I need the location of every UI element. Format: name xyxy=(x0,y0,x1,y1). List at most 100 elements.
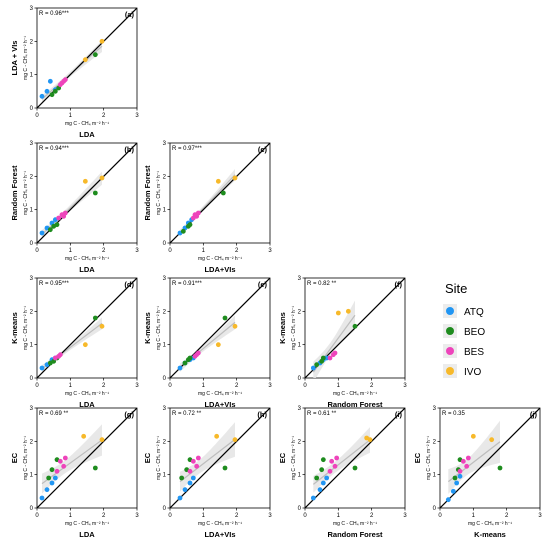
plot-area xyxy=(305,408,405,508)
data-point-beo xyxy=(222,315,228,321)
plot-area xyxy=(170,278,270,378)
y-axis-title: EC xyxy=(413,452,422,463)
y-tick-label: 1 xyxy=(163,343,167,349)
data-point-atq xyxy=(324,355,330,361)
data-point-beo xyxy=(497,465,503,471)
data-point-beo xyxy=(352,465,358,471)
y-tick-label: 0 xyxy=(298,506,302,512)
x-tick-label: 0 xyxy=(168,248,172,254)
data-point-beo xyxy=(187,355,193,361)
data-point-bes xyxy=(464,463,470,469)
data-point-ivo xyxy=(99,437,105,443)
data-point-beo xyxy=(92,315,98,321)
data-point-ivo xyxy=(470,433,476,439)
data-point-bes xyxy=(187,468,193,474)
y-unit-label: mg C - CH₄ m⁻² h⁻¹ xyxy=(23,171,29,215)
confidence-band xyxy=(42,171,102,239)
panel-label: (a) xyxy=(125,10,135,19)
panel-j: 00 1 1 2 2 3 3 R = 0.35 (j) mg C - CH₄ m⁻² h⁻¹ mg … xyxy=(413,406,542,539)
data-point-beo xyxy=(314,475,320,481)
x-unit-label: mg C - CH₄ m⁻² h⁻¹ xyxy=(468,521,512,527)
y-tick-label: 0 xyxy=(30,106,34,112)
y-tick-label: 0 xyxy=(163,241,167,247)
data-point-atq xyxy=(52,475,58,481)
panel-a: 00 1 1 2 2 3 3 R = 0.96*** (a) mg C - CH₄ m⁻² h⁻¹… xyxy=(10,6,139,139)
y-unit-label: mg C - CH₄ m⁻² h⁻¹ xyxy=(23,306,29,350)
data-point-atq xyxy=(39,93,45,99)
y-axis-title: K-means xyxy=(10,312,19,344)
y-tick-label: 3 xyxy=(30,276,34,282)
x-tick-label: 2 xyxy=(370,383,374,389)
x-tick-label: 0 xyxy=(35,113,39,119)
y-tick-label: 1 xyxy=(298,343,302,349)
x-unit-label: mg C - CH₄ m⁻² h⁻¹ xyxy=(333,521,377,527)
panel-label: (j) xyxy=(530,410,538,419)
y-unit-label: mg C - CH₄ m⁻² h⁻¹ xyxy=(23,436,29,480)
x-axis-title: K-means xyxy=(474,530,506,539)
data-point-bes xyxy=(334,455,340,461)
y-axis-title: EC xyxy=(278,452,287,463)
x-tick-label: 1 xyxy=(202,248,206,254)
data-point-atq xyxy=(47,78,53,84)
y-tick-label: 1 xyxy=(30,73,34,79)
data-point-beo xyxy=(314,362,320,368)
data-point-atq xyxy=(320,480,326,486)
x-axis-title: LDA xyxy=(79,530,95,539)
y-tick-label: 3 xyxy=(30,406,34,412)
plot-area xyxy=(440,408,540,508)
x-unit-label: mg C - CH₄ m⁻² h⁻¹ xyxy=(65,521,109,527)
data-point-beo xyxy=(47,227,53,233)
data-point-bes xyxy=(61,463,67,469)
legend-swatch xyxy=(446,367,454,375)
data-point-bes xyxy=(327,355,333,361)
data-point-atq xyxy=(445,497,451,503)
x-unit-label: mg C - CH₄ m⁻² h⁻¹ xyxy=(198,391,242,397)
data-point-ivo xyxy=(99,323,105,329)
x-tick-label: 0 xyxy=(168,513,172,519)
panel-b: 00 1 1 2 2 3 3 R = 0.94*** (b) mg C - CH₄ m⁻² h⁻¹… xyxy=(10,141,139,274)
plot-area xyxy=(170,143,270,243)
panel-f: 00 1 1 2 2 3 3 R = 0.82 ** (f) mg C - CH₄ m⁻² h⁻¹… xyxy=(278,276,407,409)
one-to-one-line xyxy=(37,408,137,508)
regression-line xyxy=(312,439,371,485)
panel-g: 00 1 1 2 2 3 3 R = 0.69 ** (g) mg C - CH₄ m⁻² h⁻¹… xyxy=(10,406,139,539)
x-tick-label: 3 xyxy=(268,513,272,519)
y-tick-label: 2 xyxy=(30,309,34,315)
x-tick-label: 0 xyxy=(35,513,39,519)
x-tick-label: 2 xyxy=(235,513,239,519)
data-point-beo xyxy=(452,475,458,481)
x-tick-label: 1 xyxy=(69,248,73,254)
y-tick-label: 3 xyxy=(30,6,34,12)
plot-area xyxy=(170,408,270,508)
panel-label: (g) xyxy=(124,410,134,419)
data-point-bes xyxy=(195,210,201,216)
data-point-bes xyxy=(190,458,196,464)
data-point-ivo xyxy=(335,310,341,316)
x-tick-label: 0 xyxy=(303,383,307,389)
data-point-ivo xyxy=(367,437,373,443)
legend-swatch xyxy=(446,327,454,335)
x-tick-label: 3 xyxy=(135,383,139,389)
x-tick-label: 0 xyxy=(303,513,307,519)
data-point-bes xyxy=(332,463,338,469)
panel-label: (e) xyxy=(258,280,268,289)
legend-item-ivo: IVO xyxy=(443,364,481,378)
one-to-one-line xyxy=(440,408,540,508)
y-axis-title: Random Forest xyxy=(10,165,19,221)
panel-label: (h) xyxy=(257,410,267,419)
stat-label: R = 0.69 ** xyxy=(39,411,69,417)
data-point-beo xyxy=(187,222,193,228)
regression-line xyxy=(41,439,103,485)
data-point-beo xyxy=(52,88,58,94)
y-tick-label: 0 xyxy=(433,506,437,512)
x-tick-label: 1 xyxy=(472,513,476,519)
data-point-ivo xyxy=(81,433,87,439)
data-point-atq xyxy=(187,480,193,486)
x-tick-label: 2 xyxy=(102,383,106,389)
y-tick-label: 2 xyxy=(163,439,167,445)
y-tick-label: 2 xyxy=(30,39,34,45)
x-tick-label: 1 xyxy=(337,513,341,519)
x-axis-title: Random Forest xyxy=(327,530,383,539)
y-tick-label: 2 xyxy=(163,174,167,180)
